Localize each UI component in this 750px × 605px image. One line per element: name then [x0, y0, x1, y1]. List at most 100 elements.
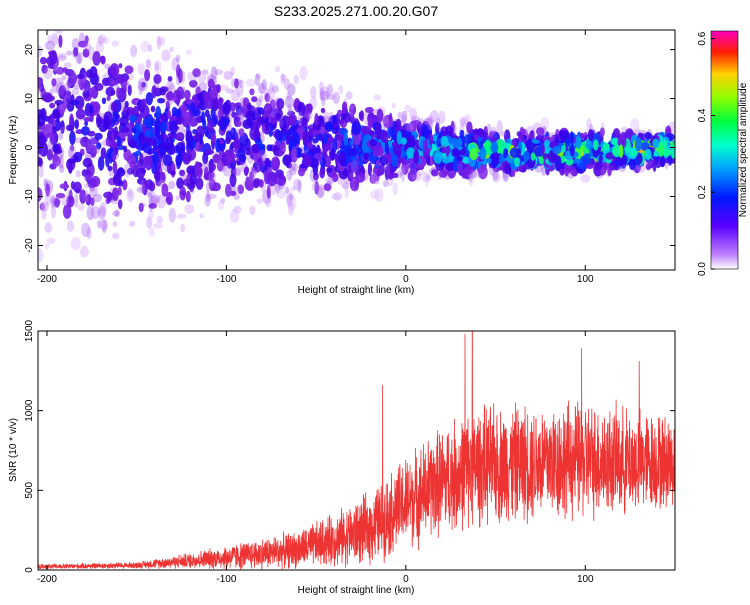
- spectrogram-cell: [510, 171, 516, 177]
- spectrogram-cell: [380, 130, 389, 143]
- spectrogram-cell: [199, 213, 204, 219]
- spectrogram-cell: [184, 204, 195, 214]
- spectrogram-cell: [156, 215, 164, 224]
- spectrogram-cell: [123, 149, 132, 161]
- spectrogram-cell: [109, 63, 120, 78]
- spectrogram-cell: [266, 144, 273, 152]
- spectrogram-cell: [96, 208, 102, 216]
- spectrogram-cell: [90, 205, 101, 220]
- spectrogram-cell: [63, 62, 72, 68]
- spectrogram-cell: [181, 153, 192, 163]
- spectrogram-cell: [273, 107, 283, 120]
- spectrogram-cell: [192, 68, 201, 78]
- snr-marks: [38, 331, 675, 570]
- spectrogram-cell: [73, 47, 79, 57]
- spectrogram-cell: [215, 138, 221, 153]
- spectrogram-cell: [99, 219, 109, 231]
- spectrogram-cell: [243, 166, 249, 177]
- spectrogram-cell: [223, 70, 233, 80]
- spectrogram-cell: [620, 131, 626, 141]
- spectrogram-cell: [96, 142, 102, 150]
- spectrogram-cell: [401, 114, 407, 126]
- spectrogram-cell: [629, 150, 639, 156]
- spectrogram-cell: [38, 187, 43, 202]
- spectrogram-cell: [79, 189, 87, 204]
- spectrogram-cell: [208, 170, 216, 185]
- spectrogram-cell: [232, 168, 241, 176]
- spectrogram-cell: [287, 108, 294, 117]
- colorbar-tick-label: 0.0: [697, 262, 708, 276]
- spectrogram-cell: [69, 130, 76, 146]
- x-tick-label: 100: [577, 274, 594, 285]
- spectrogram-cell: [257, 116, 264, 124]
- spectrogram-cell: [338, 151, 346, 166]
- spectrogram-cell: [51, 137, 57, 143]
- spectrogram-cell: [229, 209, 240, 224]
- spectrogram-cell: [278, 118, 285, 128]
- spectrogram-cell: [175, 116, 183, 125]
- spectrogram-cell: [411, 115, 416, 121]
- spectrogram-cell: [404, 104, 412, 113]
- spectrogram-cell: [484, 139, 492, 155]
- spectrogram-marks: [38, 5, 675, 263]
- spectrogram-cell: [168, 180, 176, 190]
- spectrogram-cell: [429, 110, 439, 123]
- spectrogram-cell: [265, 116, 270, 131]
- spectrogram-cell: [122, 179, 128, 191]
- spectrogram-cell: [256, 98, 262, 108]
- spectrogram-cell: [405, 122, 414, 133]
- spectrogram-cell: [139, 153, 144, 166]
- spectrogram-cell: [644, 148, 652, 161]
- spectrogram-cell: [463, 134, 472, 144]
- spectrogram-cell: [503, 148, 509, 159]
- spectrogram-cell: [129, 115, 137, 122]
- spectrogram-cell: [600, 167, 607, 175]
- spectrogram-cell: [319, 168, 326, 179]
- spectrogram-cell: [264, 92, 271, 103]
- spectrogram-cell: [659, 154, 665, 168]
- spectrogram-cell: [140, 82, 145, 91]
- spectrogram-cell: [265, 197, 272, 208]
- spectrogram-cell: [50, 5, 58, 20]
- spectrogram-cell: [235, 120, 242, 127]
- spectrogram-cell: [121, 84, 127, 94]
- spectrogram-cell: [167, 110, 172, 120]
- spectrogram-cell: [175, 142, 186, 155]
- spectrogram-cell: [204, 193, 211, 207]
- spectrogram-cell: [39, 202, 46, 211]
- spectrogram-cell: [154, 123, 161, 138]
- spectrogram-cell: [345, 154, 352, 163]
- spectrogram-cell: [214, 69, 224, 75]
- spectrogram-cell: [95, 40, 104, 54]
- spectrogram-cell: [71, 37, 80, 51]
- spectrogram-cell: [113, 126, 119, 140]
- spectrogram-cell: [53, 62, 58, 72]
- y-tick-label: -20: [24, 238, 35, 253]
- spectrogram-cell: [389, 166, 395, 175]
- spectrogram-cell: [148, 203, 157, 209]
- spectrogram-cell: [66, 50, 73, 56]
- spectrogram-cell: [231, 111, 237, 118]
- spectrogram-cell: [438, 169, 448, 178]
- spectrogram-cell: [50, 33, 59, 46]
- spectrogram-cell: [490, 136, 498, 142]
- spectrogram-cell: [48, 134, 55, 143]
- spectrogram-cell: [53, 148, 63, 155]
- spectrogram-cell: [421, 175, 432, 182]
- spectrogram-cell: [237, 111, 245, 123]
- spectrogram-cell: [49, 102, 56, 109]
- spectrogram-cell: [456, 162, 464, 173]
- spectrogram-cell: [55, 66, 64, 75]
- spectrogram-cell: [192, 129, 198, 135]
- spectrogram-cell: [61, 75, 67, 81]
- spectrogram-cell: [540, 143, 545, 155]
- spectrogram-cell: [442, 157, 451, 164]
- spectrogram-cell: [59, 164, 65, 173]
- spectrogram-cell: [478, 165, 488, 180]
- spectrogram-cell: [319, 126, 326, 135]
- spectrogram-cell: [68, 164, 73, 174]
- spectrogram-cell: [287, 103, 292, 117]
- spectrogram-cell: [585, 163, 594, 170]
- spectrogram-cell: [192, 108, 201, 117]
